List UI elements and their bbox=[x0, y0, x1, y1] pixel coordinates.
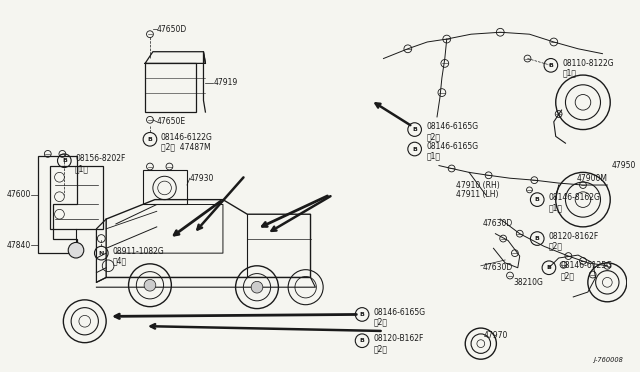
Circle shape bbox=[68, 243, 84, 258]
Text: B: B bbox=[360, 312, 365, 317]
Text: B: B bbox=[147, 137, 152, 142]
Text: B: B bbox=[535, 236, 540, 241]
Text: 08146-8162G: 08146-8162G bbox=[549, 193, 601, 202]
Text: 38210G: 38210G bbox=[514, 278, 544, 287]
Text: B: B bbox=[547, 265, 551, 270]
Text: B: B bbox=[412, 147, 417, 151]
Text: 08120-B162F: 08120-B162F bbox=[374, 334, 424, 343]
Text: 08146-6165G: 08146-6165G bbox=[426, 142, 479, 151]
Text: 47950: 47950 bbox=[611, 161, 636, 170]
Text: 47650E: 47650E bbox=[157, 117, 186, 126]
Bar bbox=[50, 166, 103, 229]
Text: 47910 (RH): 47910 (RH) bbox=[456, 180, 500, 189]
Text: 47900M: 47900M bbox=[576, 174, 607, 183]
Text: 47630D: 47630D bbox=[483, 263, 513, 272]
Bar bbox=[143, 170, 187, 205]
Text: B: B bbox=[412, 127, 417, 132]
Bar bbox=[145, 63, 196, 112]
Text: （2）  47487M: （2） 47487M bbox=[161, 142, 211, 151]
Text: （4）: （4） bbox=[113, 256, 127, 266]
Text: J-760008: J-760008 bbox=[593, 357, 623, 363]
Text: （1）: （1） bbox=[563, 68, 577, 78]
Text: （2）: （2） bbox=[549, 242, 563, 251]
Text: 08156-8202F: 08156-8202F bbox=[75, 154, 125, 163]
Text: B: B bbox=[548, 63, 554, 68]
Text: 08146-6165G: 08146-6165G bbox=[426, 122, 479, 131]
Circle shape bbox=[144, 279, 156, 291]
Text: 47630D: 47630D bbox=[483, 219, 513, 228]
Text: 47840: 47840 bbox=[7, 241, 31, 250]
Text: 08110-8122G: 08110-8122G bbox=[563, 59, 614, 68]
Text: 47919: 47919 bbox=[213, 78, 237, 87]
Text: N: N bbox=[99, 251, 104, 256]
Text: B: B bbox=[360, 338, 365, 343]
Text: B: B bbox=[535, 197, 540, 202]
Text: 08146-6165G: 08146-6165G bbox=[374, 308, 426, 317]
Text: 47970: 47970 bbox=[484, 331, 508, 340]
Text: 08120-8162F: 08120-8162F bbox=[549, 232, 599, 241]
Text: 08146-6122G: 08146-6122G bbox=[161, 133, 212, 142]
Circle shape bbox=[251, 281, 263, 293]
Text: （2）: （2） bbox=[374, 344, 388, 353]
Text: （1）: （1） bbox=[549, 203, 563, 212]
Text: 47911 (LH): 47911 (LH) bbox=[456, 190, 499, 199]
Text: （2）: （2） bbox=[374, 318, 388, 327]
Text: 47930: 47930 bbox=[190, 174, 214, 183]
Text: 08911-1082G: 08911-1082G bbox=[113, 247, 164, 256]
Text: （1）: （1） bbox=[426, 151, 440, 160]
Text: 47650D: 47650D bbox=[157, 25, 187, 34]
Text: B: B bbox=[62, 158, 67, 163]
Text: 08146-6125G: 08146-6125G bbox=[561, 261, 612, 270]
Text: 47600: 47600 bbox=[7, 190, 31, 199]
Text: （2）: （2） bbox=[426, 132, 440, 141]
Text: （2）: （2） bbox=[561, 271, 575, 280]
Text: （1）: （1） bbox=[75, 164, 89, 173]
